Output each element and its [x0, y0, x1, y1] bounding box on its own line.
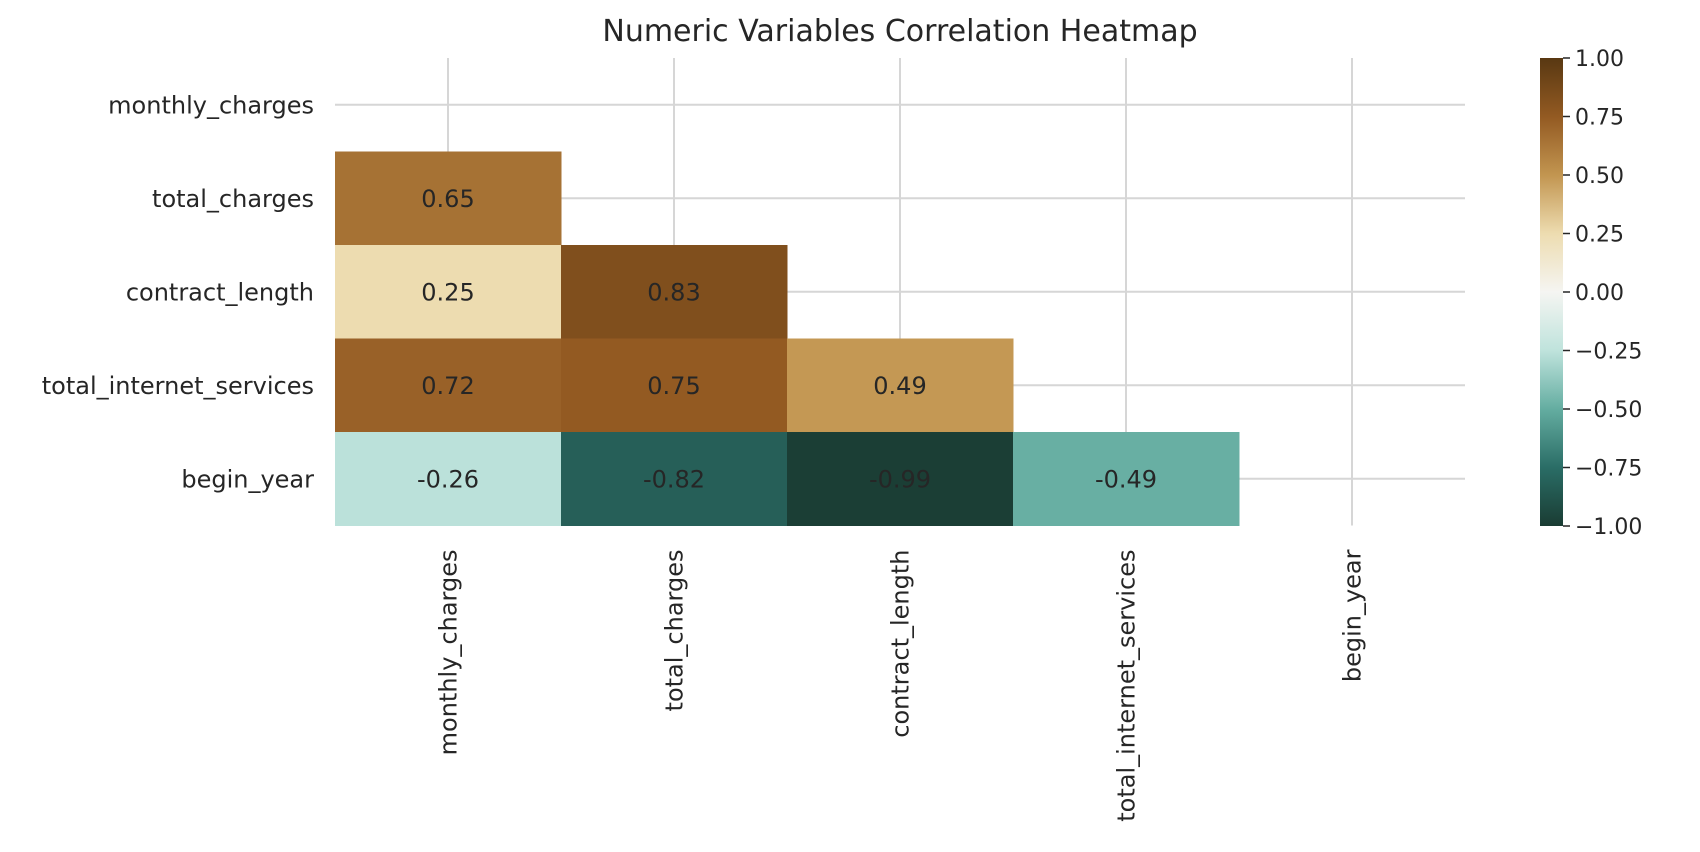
heatmap-cell: [787, 338, 1014, 433]
colorbar-tick-label: −0.25: [1575, 340, 1642, 365]
colorbar-tick-label: 0.00: [1575, 281, 1624, 306]
heatmap-cell: [335, 432, 562, 526]
cell-value-label: -0.82: [643, 465, 705, 493]
cell-value-label: 0.25: [421, 278, 474, 306]
heatmap-cell: [561, 432, 788, 526]
chart-title: Numeric Variables Correlation Heatmap: [602, 14, 1197, 49]
x-tick-label: monthly_charges: [435, 550, 463, 756]
colorbar-ticks: 1.00 0.75 0.50 0.25 0.00 −0.25 −0.50 −0.75 −1.00: [1563, 47, 1642, 540]
colorbar-tick-label: 1.00: [1575, 47, 1624, 72]
cell-value-label: 0.49: [873, 372, 926, 400]
colorbar-tick-label: 0.50: [1575, 164, 1624, 189]
colorbar-gradient: [1540, 58, 1563, 526]
colorbar-tick-label: 0.25: [1575, 223, 1624, 248]
heatmap-cells: [335, 151, 1240, 526]
y-tick-label: total_internet_services: [42, 372, 314, 400]
colorbar-tick-label: 0.75: [1575, 106, 1624, 131]
heatmap-cell: [1013, 432, 1240, 526]
cell-value-label: 0.72: [421, 372, 474, 400]
y-tick-labels: monthly_charges total_charges contract_len…: [42, 91, 314, 493]
colorbar-tick-label: −0.75: [1575, 457, 1642, 482]
heatmap-cell: [561, 245, 788, 339]
y-tick-label: begin_year: [181, 465, 314, 493]
y-tick-label: total_charges: [152, 185, 314, 213]
heatmap-cell: [561, 338, 788, 433]
heatmap-cell: [335, 151, 562, 246]
cell-value-label: 0.65: [421, 185, 474, 213]
cell-value-labels: 0.65 0.25 0.83 0.72 0.75 0.49 -0.26 -0.82 -0.99 -…: [417, 185, 1157, 494]
colorbar: 1.00 0.75 0.50 0.25 0.00 −0.25 −0.50 −0.75 −1.00: [1540, 47, 1642, 540]
x-tick-label: begin_year: [1339, 549, 1367, 682]
cell-value-label: 0.83: [647, 278, 700, 306]
colorbar-tick-label: −0.50: [1575, 398, 1642, 423]
heatmap-cell: [335, 338, 562, 433]
cell-value-label: -0.99: [869, 465, 931, 493]
y-tick-label: contract_length: [126, 278, 314, 306]
cell-value-label: -0.26: [417, 465, 479, 493]
x-tick-label: total_charges: [661, 550, 689, 712]
y-tick-label: monthly_charges: [108, 91, 314, 119]
cell-value-label: -0.49: [1095, 465, 1157, 493]
cell-value-label: 0.75: [647, 372, 700, 400]
heatmap-cell: [787, 432, 1014, 526]
x-tick-label: total_internet_services: [1113, 550, 1141, 822]
heatmap-cell: [335, 245, 562, 339]
x-tick-labels: monthly_charges total_charges contract_len…: [435, 549, 1367, 821]
x-tick-label: contract_length: [887, 550, 915, 738]
colorbar-tick-label: −1.00: [1575, 515, 1642, 540]
